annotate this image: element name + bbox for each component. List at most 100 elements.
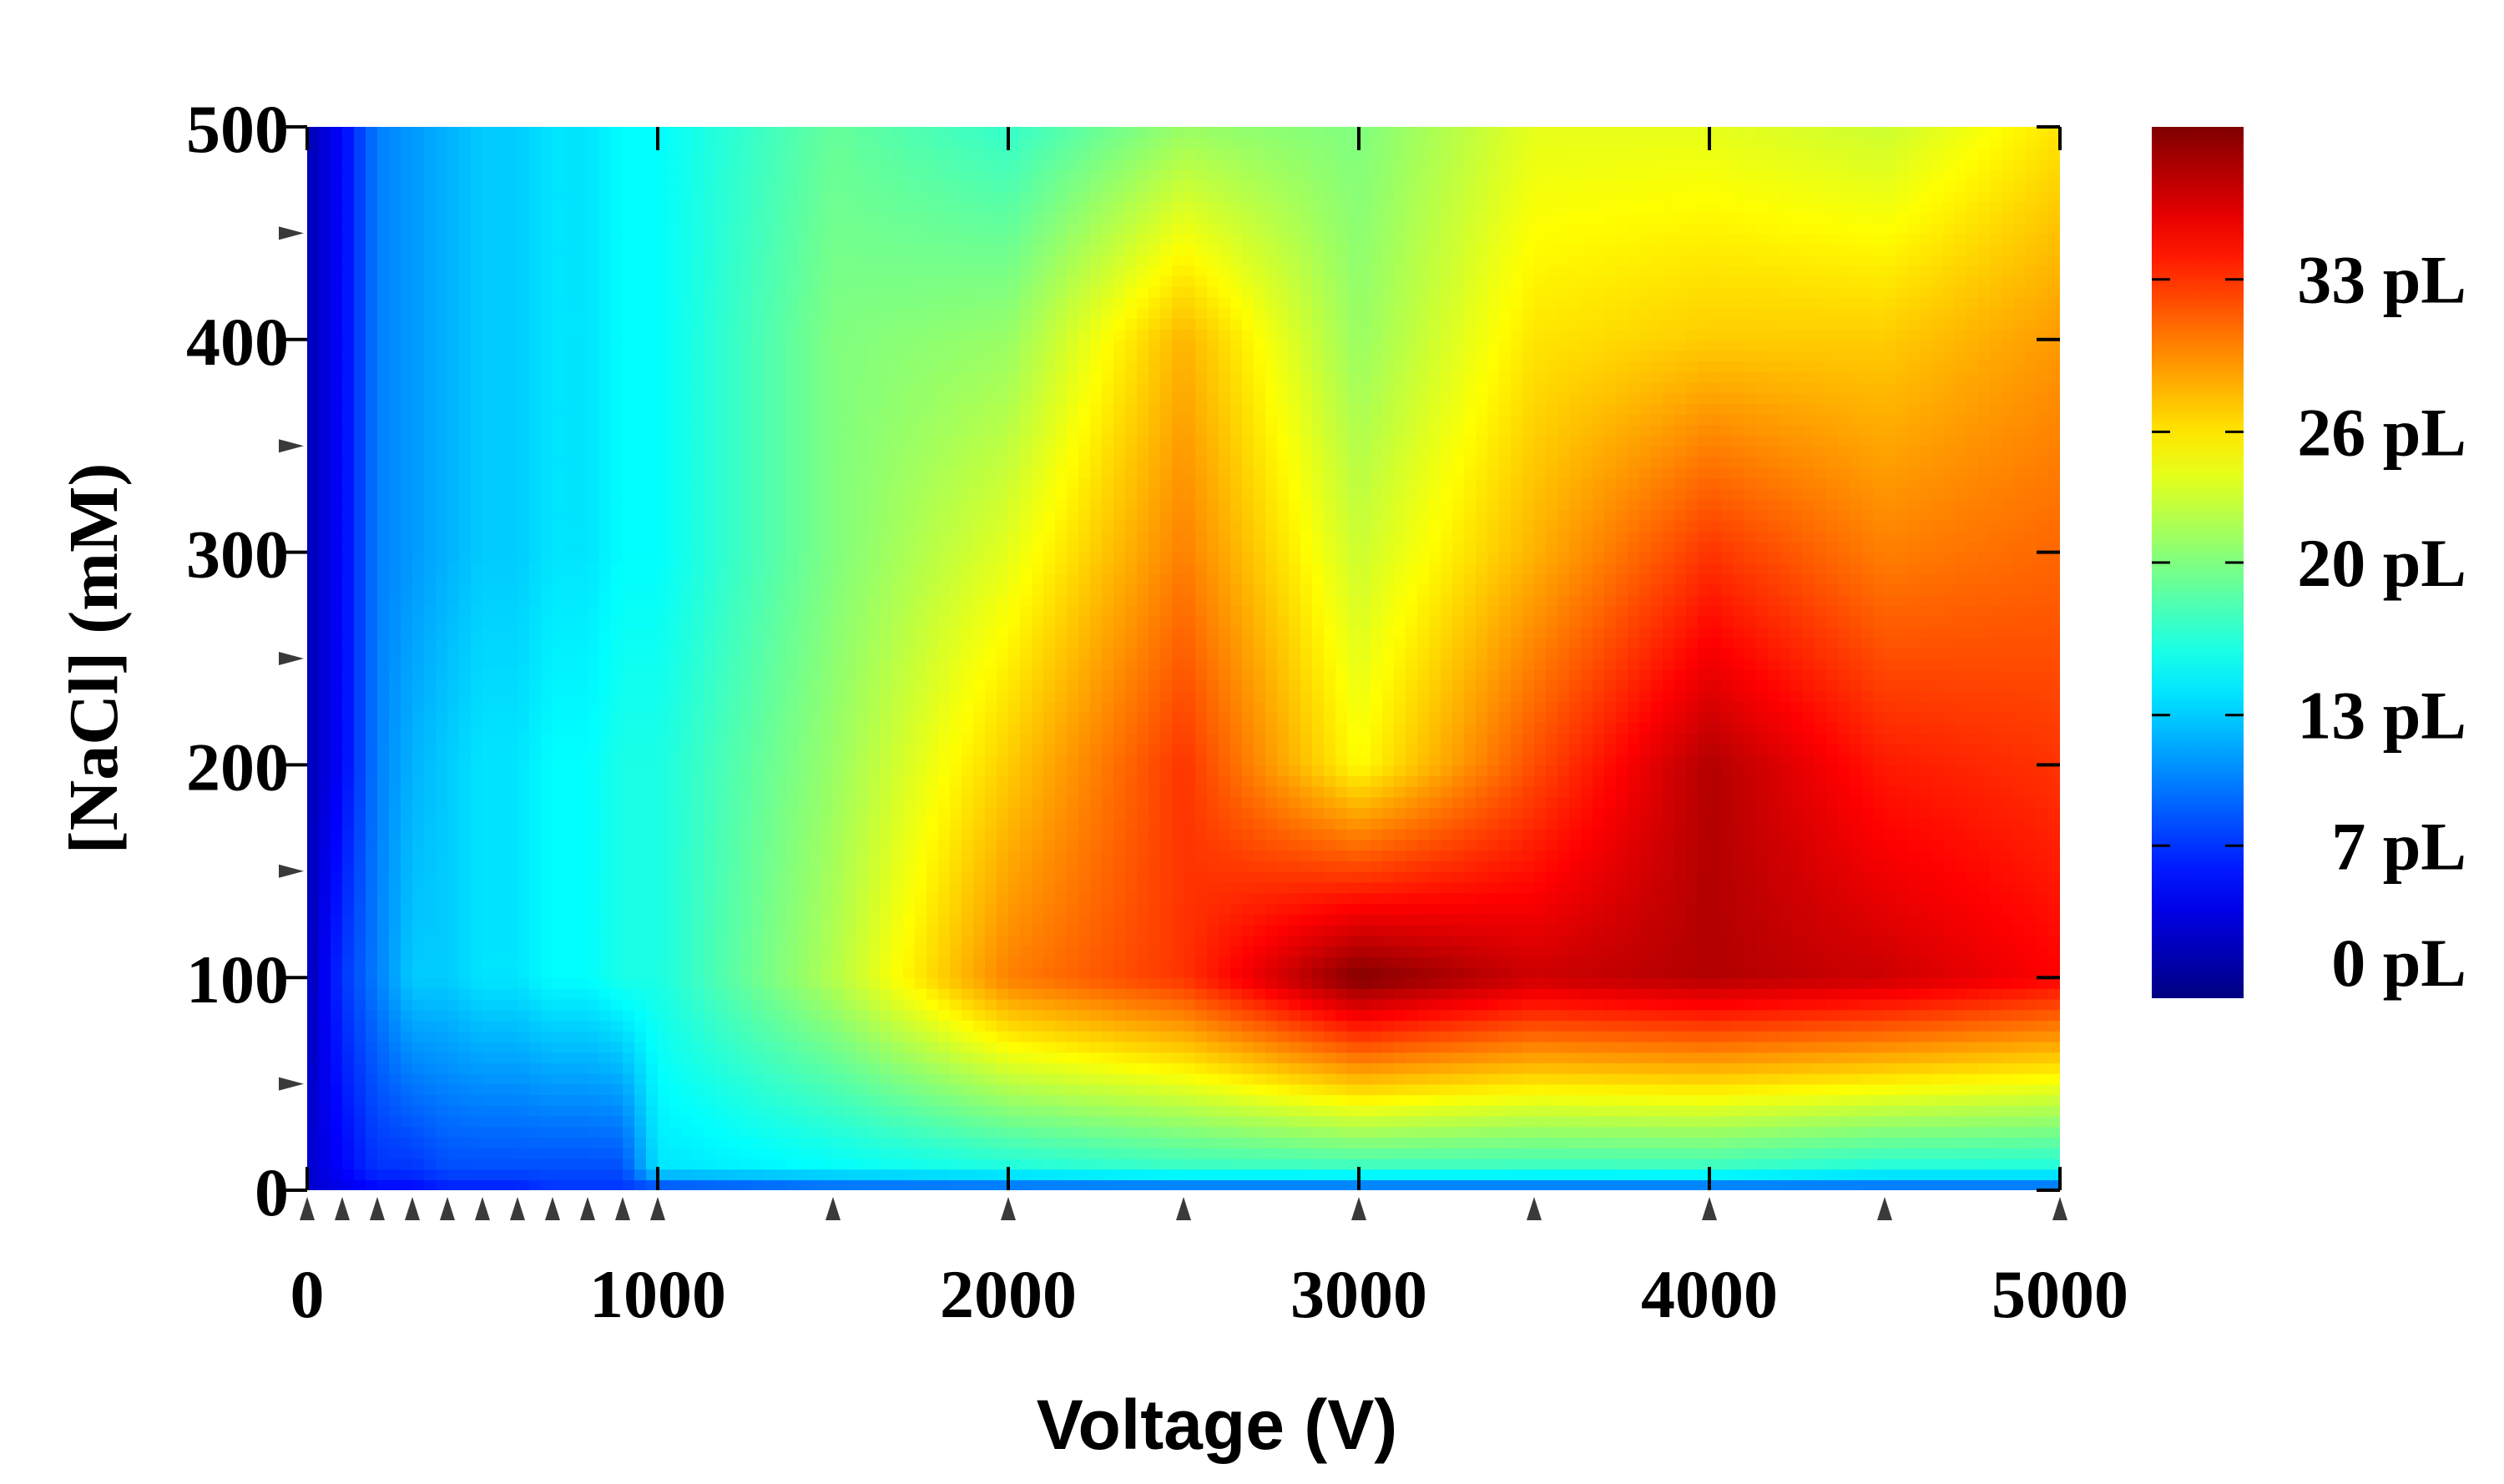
heatmap-cell (1195, 1169, 1208, 1181)
heatmap-cell (553, 1030, 565, 1042)
heatmap-cell (1686, 903, 1699, 915)
heatmap-cell (798, 1030, 810, 1042)
heatmap-cell (1581, 1148, 1593, 1159)
heatmap-cell (1674, 1105, 1687, 1117)
heatmap-cell (1125, 839, 1138, 851)
heatmap-cell (1102, 861, 1114, 872)
heatmap-cell (845, 1073, 857, 1085)
heatmap-cell (1522, 967, 1535, 978)
heatmap-cell (319, 1105, 331, 1117)
heatmap-cell (319, 881, 331, 894)
heatmap-cell (716, 1126, 729, 1138)
heatmap-cell (1078, 1158, 1091, 1170)
heatmap-cell (1347, 1020, 1360, 1032)
heatmap-cell (915, 1030, 927, 1042)
heatmap-cell (1417, 1148, 1430, 1159)
heatmap-cell (529, 1073, 542, 1085)
heatmap-cell (1429, 1030, 1441, 1042)
heatmap-cell (1943, 1148, 1956, 1159)
heatmap-cell (401, 998, 413, 1011)
heatmap-cell (1394, 998, 1406, 1011)
heatmap-cell (1709, 977, 1722, 989)
heatmap-cell (1920, 1020, 1932, 1032)
heatmap-cell (553, 1083, 565, 1096)
heatmap-cell (331, 1063, 343, 1074)
heatmap-cell (1744, 913, 1757, 926)
heatmap-cell (1020, 881, 1032, 894)
heatmap-cell (307, 913, 320, 926)
heatmap-cell (389, 967, 401, 978)
heatmap-cell (798, 1158, 810, 1170)
heatmap-cell (1674, 1169, 1687, 1181)
heatmap-cell (1207, 913, 1219, 926)
heatmap-cell (1008, 1094, 1021, 1106)
heatmap-cell (307, 861, 320, 872)
heatmap-cell (623, 1115, 635, 1128)
heatmap-cell (1382, 839, 1395, 851)
heatmap-cell (926, 1115, 939, 1128)
heatmap-cell (1815, 1115, 1827, 1128)
heatmap-cell (985, 1063, 997, 1074)
heatmap-cell (1137, 935, 1149, 946)
heatmap-cell (728, 1169, 740, 1181)
heatmap-cell (634, 1052, 647, 1063)
heatmap-cell (366, 1137, 378, 1148)
heatmap-cell (1826, 871, 1839, 883)
heatmap-cell (1160, 1052, 1173, 1063)
heatmap-cell (1371, 1083, 1383, 1096)
heatmap-cell (1838, 892, 1850, 904)
heatmap-cell (1885, 871, 1897, 883)
heatmap-cell (1417, 1137, 1430, 1148)
heatmap-cell (669, 1083, 682, 1096)
heatmap-cell (1663, 987, 1675, 1000)
heatmap-cell (1149, 998, 1161, 1011)
heatmap-cell (962, 1179, 974, 1190)
heatmap-cell (1184, 987, 1196, 1000)
heatmap-cell (2013, 1083, 2026, 1096)
heatmap-cell (1850, 892, 1862, 904)
heatmap-cell (646, 1115, 659, 1128)
heatmap-cell (1464, 1020, 1477, 1032)
heatmap-cell (669, 1105, 682, 1117)
heatmap-cell (1371, 1094, 1383, 1106)
heatmap-cell (389, 998, 401, 1011)
heatmap-cell (1604, 1137, 1617, 1148)
heatmap-cell (1464, 924, 1477, 936)
heatmap-cell (868, 1083, 881, 1096)
heatmap-cell (1721, 861, 1734, 872)
heatmap-cell (2025, 1020, 2037, 1032)
heatmap-cell (1511, 839, 1523, 851)
heatmap-cell (1896, 1073, 1909, 1085)
heatmap-cell (541, 1179, 553, 1190)
heatmap-cell (424, 1063, 437, 1074)
heatmap-cell (915, 1094, 927, 1106)
heatmap-cell (1698, 1009, 1710, 1021)
heatmap-cell (1628, 1105, 1640, 1117)
heatmap-cell (564, 1179, 577, 1190)
heatmap-cell (2013, 1137, 2026, 1148)
heatmap-cell (634, 1020, 647, 1032)
heatmap-cell (1371, 871, 1383, 883)
heatmap-cell (2048, 1115, 2060, 1128)
heatmap-cell (1698, 977, 1710, 989)
heatmap-cell (1616, 871, 1628, 883)
heatmap-cell (693, 1105, 705, 1117)
heatmap-cell (903, 1020, 916, 1032)
heatmap-cell (1394, 1169, 1406, 1181)
heatmap-cell (1569, 977, 1582, 989)
heatmap-cell (1230, 1020, 1243, 1032)
heatmap-cell (728, 861, 740, 872)
heatmap-cell (1499, 1094, 1512, 1106)
heatmap-cell (1861, 956, 1874, 968)
heatmap-cell (1581, 1158, 1593, 1170)
heatmap-cell (1616, 1041, 1628, 1053)
heatmap-cell (1838, 987, 1850, 1000)
heatmap-cell (2013, 1009, 2026, 1021)
heatmap-cell (1219, 839, 1231, 851)
heatmap-cell (588, 1158, 600, 1170)
heatmap-cell (1429, 935, 1441, 946)
heatmap-cell (821, 1179, 834, 1190)
heatmap-cell (1885, 945, 1897, 957)
heatmap-cell (775, 1094, 787, 1106)
heatmap-cell (2048, 1137, 2060, 1148)
